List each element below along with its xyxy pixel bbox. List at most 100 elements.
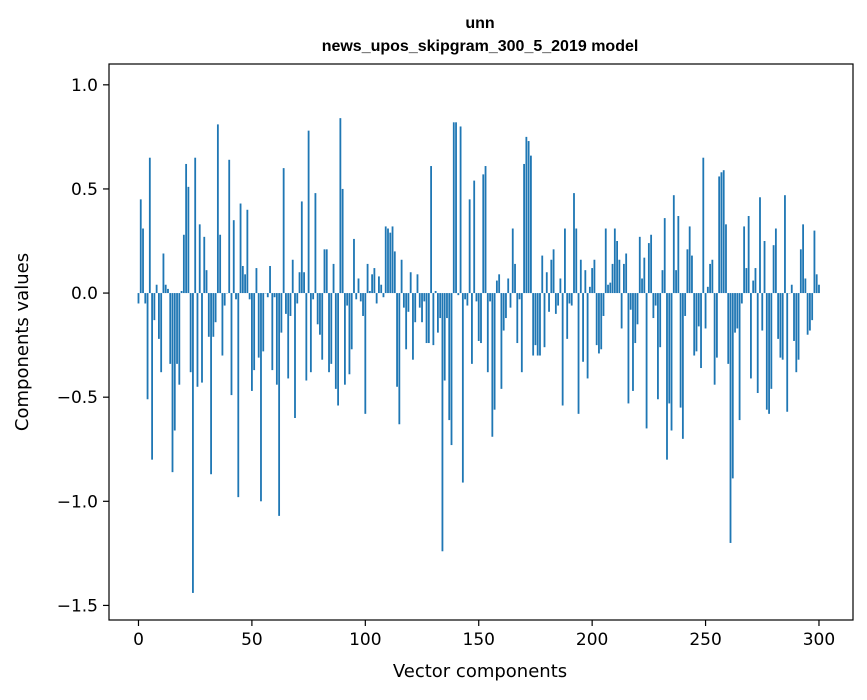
bar: [396, 293, 398, 387]
bar: [339, 118, 341, 293]
bar: [401, 260, 403, 293]
bar: [485, 166, 487, 293]
bar: [258, 293, 260, 358]
bar: [478, 293, 480, 341]
bar: [544, 293, 546, 347]
bar: [732, 293, 734, 478]
bar: [392, 226, 394, 293]
bar: [219, 235, 221, 293]
bar: [299, 272, 301, 293]
bar: [655, 293, 657, 305]
bar: [237, 293, 239, 497]
bar: [727, 293, 729, 364]
bar: [149, 158, 151, 293]
bar: [160, 293, 162, 372]
bar: [634, 293, 636, 343]
bar: [598, 293, 600, 353]
bar: [791, 285, 793, 293]
bar: [777, 293, 779, 339]
bar: [283, 168, 285, 293]
bar: [231, 293, 233, 395]
bar: [476, 293, 478, 301]
bar: [212, 293, 214, 337]
bar: [253, 293, 255, 370]
bar: [639, 237, 641, 293]
bar: [589, 287, 591, 293]
bar: [163, 254, 165, 294]
bar: [503, 293, 505, 330]
bar: [364, 293, 366, 414]
bar: [251, 293, 253, 391]
bar: [156, 285, 158, 293]
bar: [700, 293, 702, 368]
bar: [199, 224, 201, 293]
bar: [240, 204, 242, 294]
bar: [421, 293, 423, 322]
bar: [582, 293, 584, 362]
bar: [553, 249, 555, 293]
bar: [696, 293, 698, 351]
bar: [707, 287, 709, 293]
bar: [317, 293, 319, 324]
bar: [489, 293, 491, 301]
bar: [242, 266, 244, 293]
bar: [353, 239, 355, 293]
bar: [532, 293, 534, 355]
bar: [439, 293, 441, 318]
bar: [355, 293, 357, 299]
bar: [521, 293, 523, 372]
bar: [487, 293, 489, 372]
bar: [811, 293, 813, 320]
bar: [652, 293, 654, 318]
bar: [682, 293, 684, 439]
bar: [378, 276, 380, 293]
bar: [482, 174, 484, 293]
bar: [752, 281, 754, 293]
bar: [153, 293, 155, 320]
bar: [432, 293, 434, 345]
bar: [711, 260, 713, 293]
bar: [480, 293, 482, 343]
bar: [512, 229, 514, 294]
x-tick-label: 250: [689, 630, 721, 650]
bar: [702, 158, 704, 293]
bar: [514, 264, 516, 293]
bar: [580, 260, 582, 293]
bar: [668, 293, 670, 403]
bar: [333, 264, 335, 293]
bar: [305, 293, 307, 380]
bar: [734, 293, 736, 333]
bar: [507, 278, 509, 293]
bar: [491, 293, 493, 437]
bar: [451, 293, 453, 445]
bar: [315, 193, 317, 293]
y-tick-label: 1.0: [71, 76, 98, 96]
bar: [782, 293, 784, 360]
bar: [290, 293, 292, 316]
bar: [294, 293, 296, 418]
bar: [423, 293, 425, 301]
bar: [448, 293, 450, 420]
bar: [807, 293, 809, 335]
bar: [768, 293, 770, 414]
bar: [773, 245, 775, 293]
bar: [802, 224, 804, 293]
bar: [603, 293, 605, 316]
bar: [330, 293, 332, 364]
chart-title-line-1: unn: [465, 15, 494, 32]
bar: [759, 197, 761, 293]
bar: [641, 278, 643, 293]
bar: [140, 199, 142, 293]
bar: [721, 172, 723, 293]
bar: [675, 270, 677, 293]
bar: [235, 293, 237, 299]
bar: [244, 274, 246, 293]
bar: [673, 195, 675, 293]
bar: [818, 285, 820, 293]
bar: [555, 293, 557, 314]
bar: [605, 229, 607, 294]
bar: [269, 266, 271, 293]
bar: [659, 293, 661, 347]
bar: [183, 235, 185, 293]
bar: [666, 293, 668, 460]
